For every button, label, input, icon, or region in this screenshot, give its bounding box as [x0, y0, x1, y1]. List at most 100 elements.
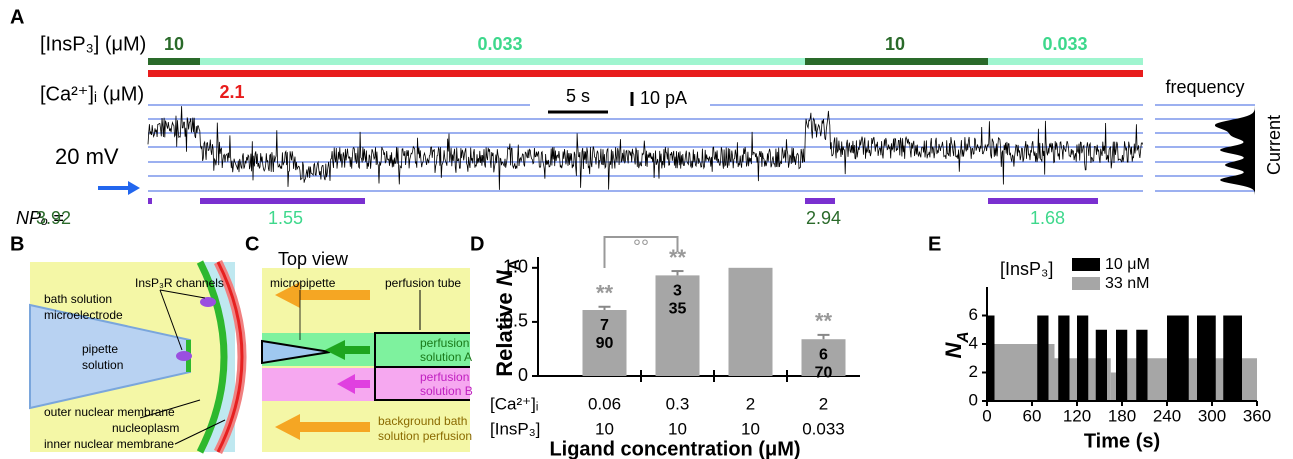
label: Current	[1264, 115, 1284, 175]
open-period-bar	[805, 198, 835, 204]
y-tick-label: 0.5	[503, 311, 528, 331]
label-part: Relative	[492, 286, 517, 377]
histogram	[1215, 100, 1255, 195]
arrow	[275, 282, 370, 308]
count-label: 7	[600, 317, 609, 334]
insp3-bar	[200, 58, 805, 65]
interval-bar	[1136, 329, 1148, 401]
count-label: 35	[669, 301, 687, 318]
category-label: 2	[746, 394, 755, 413]
significance: **	[596, 281, 614, 306]
interval-bar	[1116, 329, 1128, 401]
category-label: 0.033	[802, 419, 845, 438]
legend-title: [InsP₃]	[1000, 259, 1053, 279]
interval-bar	[1167, 315, 1189, 401]
count-label: 3	[673, 283, 682, 300]
label: 10 pA	[640, 88, 687, 108]
micropipette	[261, 339, 331, 365]
insp3-bar	[988, 58, 1143, 65]
x-tick-label: 120	[1063, 406, 1091, 425]
label: perfusion	[420, 370, 469, 384]
label-part: N	[492, 269, 517, 286]
outer-membrane	[196, 260, 228, 454]
legend-swatch	[1072, 277, 1100, 290]
ca-bar	[148, 70, 1143, 77]
y-tick-label: 2	[969, 362, 978, 381]
panel-letter: D	[470, 233, 484, 255]
label: [Ca²⁺]ᵢ (μM)	[40, 83, 144, 105]
panel-c-diagram	[261, 268, 470, 452]
label: [InsP₃] (μM)	[40, 33, 146, 55]
interval-bar	[1077, 315, 1089, 401]
x-tick-label: 0	[982, 406, 991, 425]
label: outer nuclear membrane	[44, 405, 175, 419]
x-tick-label: 300	[1198, 406, 1226, 425]
bracket	[603, 236, 679, 268]
baseline-arrow	[98, 181, 140, 195]
category-label: 2	[819, 394, 828, 413]
label-part: N	[941, 342, 966, 359]
label: 1.55	[268, 208, 303, 228]
label: frequency	[1165, 77, 1244, 97]
legend-label: 33 nM	[1105, 275, 1149, 292]
label: background bath	[378, 414, 467, 428]
open-period-bar	[200, 198, 365, 204]
significance: **	[815, 309, 833, 334]
arrow	[337, 374, 370, 394]
label-part: A	[506, 259, 523, 270]
label: Relative NA	[492, 259, 523, 377]
interval-bar	[1197, 315, 1216, 401]
panel-letter: E	[928, 233, 941, 255]
label: microelectrode	[44, 308, 123, 322]
count-label: 70	[815, 364, 833, 381]
y-tick-label: 6	[969, 305, 978, 324]
panel-letter: A	[10, 6, 24, 28]
bar	[582, 310, 627, 376]
category-label: 10	[668, 419, 687, 438]
label: 10	[164, 34, 184, 54]
panel-letter: B	[10, 233, 24, 255]
x-axis-label: Time (s)	[1084, 430, 1160, 452]
label: 1.68	[1030, 208, 1065, 228]
label: 0.033	[477, 34, 522, 54]
label: micropipette	[270, 276, 336, 290]
label: InsP₃R channels	[135, 276, 224, 290]
category-label: 10	[595, 419, 614, 438]
category-label: 0.06	[588, 394, 621, 413]
pointer	[139, 399, 201, 419]
label: solution perfusion	[378, 429, 472, 443]
label-part: A	[955, 331, 972, 343]
label: 0.033	[1042, 34, 1087, 54]
label: NPₒ =	[16, 208, 64, 228]
panel-b-diagram	[29, 259, 247, 455]
arrow	[275, 414, 370, 440]
channel-icon	[200, 297, 216, 307]
bar	[801, 339, 846, 376]
open-period-bar	[988, 198, 1098, 204]
x-tick-label: 60	[1023, 406, 1042, 425]
interval-bar	[1223, 315, 1242, 401]
label: Top view	[278, 249, 349, 269]
label: solution	[82, 358, 123, 372]
nucleoplasm-area	[200, 262, 235, 452]
label: solution A	[420, 350, 472, 364]
bar	[655, 275, 700, 376]
interval-bar	[1095, 329, 1107, 401]
x-tick-label: 240	[1153, 406, 1181, 425]
open-period-bar	[148, 198, 152, 204]
legend-swatch	[1072, 258, 1100, 271]
arrow	[325, 340, 370, 360]
label: pipette	[82, 342, 118, 356]
insp3-bar	[805, 58, 988, 65]
inner-membrane	[216, 261, 244, 453]
label: 10	[885, 34, 905, 54]
y-tick-label: 1.0	[503, 257, 528, 277]
legend-label: 10 μM	[1105, 256, 1150, 273]
label: inner nuclear membrane	[44, 437, 174, 451]
label: 3.92	[36, 208, 71, 228]
label: perfusion	[420, 336, 469, 350]
pointer	[159, 289, 206, 299]
bracket-label: °°	[633, 236, 649, 258]
row-label: [Ca²⁺]ᵢ	[490, 394, 539, 413]
